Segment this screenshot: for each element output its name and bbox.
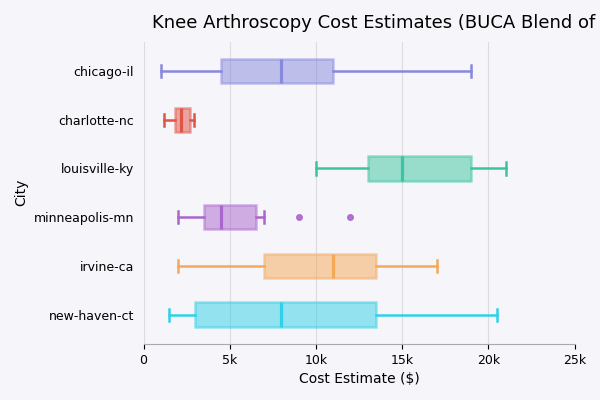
PathPatch shape	[195, 302, 376, 327]
PathPatch shape	[221, 59, 333, 83]
PathPatch shape	[368, 156, 471, 181]
PathPatch shape	[264, 254, 376, 278]
PathPatch shape	[175, 108, 190, 132]
X-axis label: Cost Estimate ($): Cost Estimate ($)	[299, 372, 419, 386]
Y-axis label: City: City	[14, 179, 28, 206]
Text: Knee Arthroscopy Cost Estimates (BUCA Blend of Payers): Knee Arthroscopy Cost Estimates (BUCA Bl…	[152, 14, 600, 32]
PathPatch shape	[204, 205, 256, 229]
